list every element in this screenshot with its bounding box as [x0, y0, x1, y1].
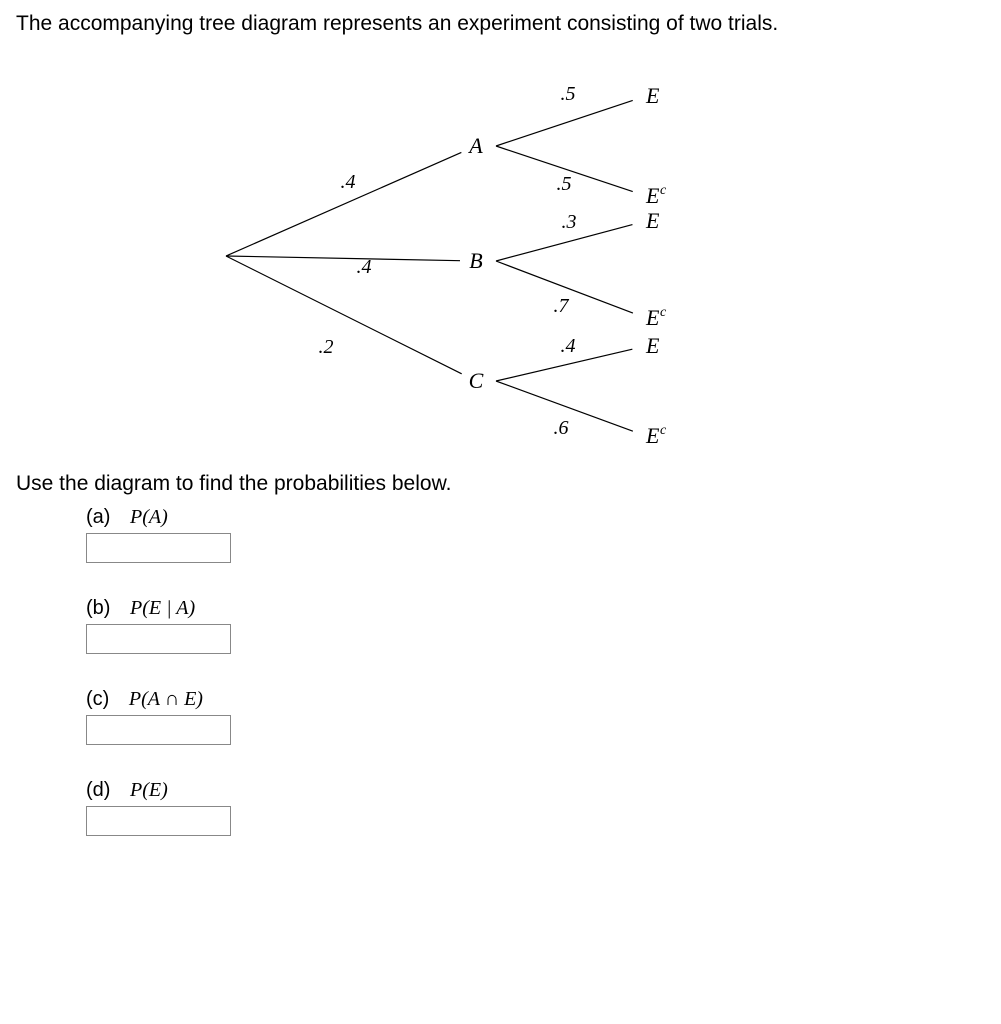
- part-a: (a) P(A): [86, 506, 985, 563]
- instruction-text: Use the diagram to find the probabilitie…: [16, 472, 985, 496]
- part-c: (c) P(A ∩ E): [86, 688, 985, 745]
- part-b-expr: P(E | A): [130, 597, 195, 619]
- part-a-expr: P(A): [130, 506, 168, 528]
- tree-diagram: A .4 B .4 C .2 E .5 Ec .5 E .3 Ec .7 E .4 Ec .6: [166, 46, 866, 466]
- question-header: The accompanying tree diagram represents…: [16, 12, 985, 36]
- svg-text:.4: .4: [561, 335, 576, 357]
- svg-text:c: c: [660, 423, 667, 438]
- svg-text:.4: .4: [341, 171, 356, 193]
- part-d-expr: P(E): [130, 779, 168, 801]
- part-a-idx: (a): [86, 506, 110, 528]
- part-b-input[interactable]: [86, 624, 231, 654]
- part-a-label: (a) P(A): [86, 506, 985, 529]
- svg-text:.4: .4: [357, 256, 372, 278]
- svg-text:E: E: [645, 423, 660, 448]
- svg-text:.6: .6: [554, 417, 569, 439]
- svg-text:E: E: [645, 305, 660, 330]
- svg-text:.5: .5: [561, 83, 576, 105]
- part-d-input[interactable]: [86, 806, 231, 836]
- svg-text:E: E: [645, 183, 660, 208]
- part-c-expr: P(A ∩ E): [129, 688, 203, 710]
- svg-text:E: E: [645, 333, 660, 358]
- part-c-input[interactable]: [86, 715, 231, 745]
- parts-list: (a) P(A) (b) P(E | A) (c) P(A ∩ E) (d) P…: [86, 506, 985, 836]
- part-b: (b) P(E | A): [86, 597, 985, 654]
- part-d-label: (d) P(E): [86, 779, 985, 802]
- svg-text:.3: .3: [562, 211, 577, 233]
- svg-text:.2: .2: [319, 336, 334, 358]
- svg-text:C: C: [469, 368, 484, 393]
- svg-text:A: A: [467, 133, 483, 158]
- svg-text:E: E: [645, 208, 660, 233]
- part-c-idx: (c): [86, 688, 109, 710]
- svg-text:E: E: [645, 83, 660, 108]
- part-b-label: (b) P(E | A): [86, 597, 985, 620]
- svg-text:.7: .7: [554, 295, 570, 317]
- part-c-label: (c) P(A ∩ E): [86, 688, 985, 711]
- svg-text:c: c: [660, 305, 667, 320]
- part-d: (d) P(E): [86, 779, 985, 836]
- part-d-idx: (d): [86, 779, 110, 801]
- part-b-idx: (b): [86, 597, 110, 619]
- svg-text:.5: .5: [557, 173, 572, 195]
- svg-text:B: B: [469, 248, 482, 273]
- part-a-input[interactable]: [86, 533, 231, 563]
- svg-text:c: c: [660, 183, 667, 198]
